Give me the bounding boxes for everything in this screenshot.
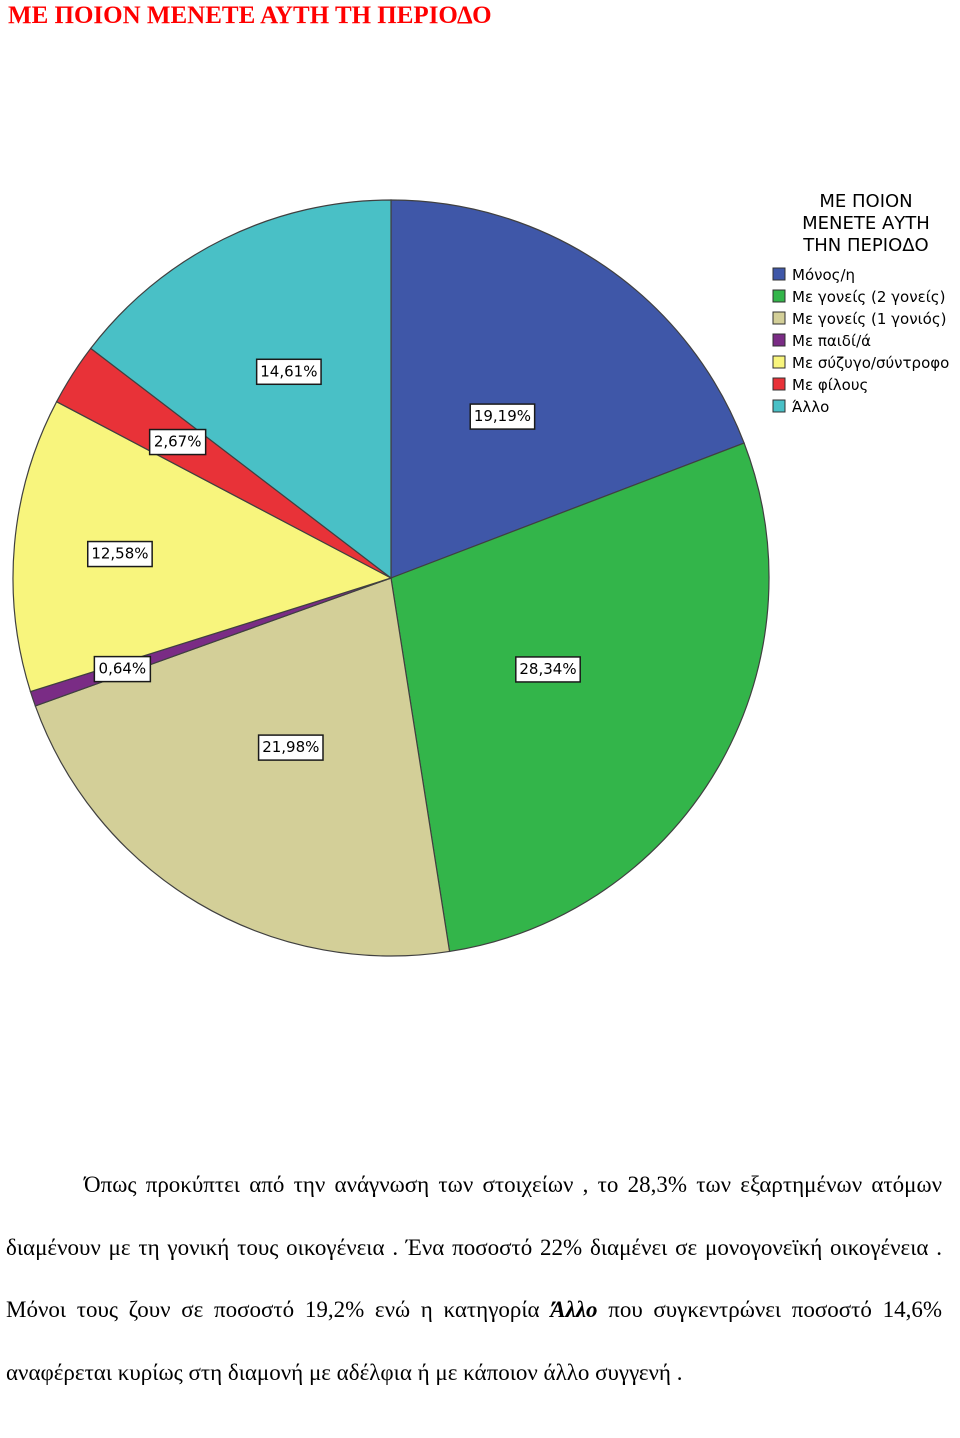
legend-label: Με γονείς (2 γονείς) [792,288,945,306]
pie-value-labels: 19,19% 28,34% 21,98% 0,64% 12,58% 2,67% 14,61% [86,358,581,761]
pie-value-label: 2,67% [148,428,207,456]
legend-swatch [772,377,786,391]
legend-swatch [772,399,786,413]
pie-value-label: 19,19% [469,403,536,430]
legend-item: Με φίλους [772,376,868,394]
legend-title: ΜΕ ΠΟΙΟΝ ΜΕΝΕΤΕ ΑΥΤΗ ΤΗΝ ΠΕΡΙΟΔΟ [802,191,930,256]
pie-slice [12,400,393,693]
legend-title-line: ΤΗΝ ΠΕΡΙΟΔΟ [802,235,928,256]
pie-value-label-box [469,403,536,430]
pie-value-label-text: 14,61% [260,362,317,380]
pie-value-label: 14,61% [255,358,322,386]
pie-chart: 19,19% 28,34% 21,98% 0,64% 12,58% 2,67% 14,61%… [12,191,949,957]
legend-label: Με γονείς (1 γονιός) [792,310,947,328]
legend-label: Με σύζυγο/σύντροφο [792,354,949,372]
legend-item: Με σύζυγο/σύντροφο [772,354,949,372]
body-paragraph: Όπως προκύπτει από την ανάγνωση των στοι… [6,1154,942,1404]
pie-slice [390,199,745,579]
pie-value-label: 12,58% [86,540,153,568]
legend-item: Με γονείς (2 γονείς) [772,288,945,306]
legend-title-line: ΜΕ ΠΟΙΟΝ [819,191,912,212]
body-text: Όπως προκύπτει από την ανάγνωση των στοι… [6,1154,942,1404]
pie-value-label-text: 28,34% [519,660,576,678]
legend-swatch [772,311,786,325]
paragraph-text-end: που συγκεντρώνει ποσοστό 14,6% αναφέρετα… [6,1297,943,1385]
legend-label: Με παιδί/ά [792,332,871,350]
legend-items: Μόνος/η Με γονείς (2 γονείς) Με γονείς (1 … [772,266,949,416]
legend-title-line: ΜΕΝΕΤΕ ΑΥΤΗ [802,213,930,234]
pie-value-label-box [515,656,581,683]
pie-slices [12,199,770,957]
legend-item: Με παιδί/ά [772,332,871,350]
pie-slice [89,199,392,580]
pie-value-label: 28,34% [515,656,581,683]
page-heading: ΜΕ ΠΟΙΟΝ ΜΕΝΕΤΕ ΑΥΤΗ ΤΗ ΠΕΡΙΟΔΟ [8,2,492,29]
legend-swatch [772,289,786,303]
pie-value-label-box [148,428,207,456]
pie-value-label-text: 0,64% [99,660,147,678]
pie-value-label-text: 2,67% [154,433,202,451]
legend-label: Άλλο [792,398,829,416]
legend-swatch [772,267,786,281]
pie-value-label-text: 19,19% [474,407,531,425]
chart-legend: ΜΕ ΠΟΙΟΝ ΜΕΝΕΤΕ ΑΥΤΗ ΤΗΝ ΠΕΡΙΟΔΟ Μόνος/η Με… [772,191,949,416]
pie-value-label-box [86,540,153,568]
emphasized-category: Άλλο [550,1297,598,1322]
pie-value-label: 0,64% [93,655,152,683]
legend-label: Μόνος/η [792,266,855,284]
pie-value-label-text: 12,58% [91,545,148,563]
legend-item: Μόνος/η [772,266,855,284]
legend-swatch [772,333,786,347]
pie-value-label-box [255,358,322,386]
pie-slice [390,442,770,953]
pie-value-label-box [257,734,324,761]
pie-value-label-text: 21,98% [262,738,319,756]
paragraph-text-start: Όπως προκύπτει από την ανάγνωση των στοι… [6,1172,942,1322]
legend-swatch [772,355,786,369]
legend-item: Με γονείς (1 γονιός) [772,310,947,328]
pie-value-label: 21,98% [257,734,324,761]
legend-label: Με φίλους [792,376,868,394]
pie-value-label-box [93,655,152,683]
legend-item: Άλλο [772,398,829,416]
